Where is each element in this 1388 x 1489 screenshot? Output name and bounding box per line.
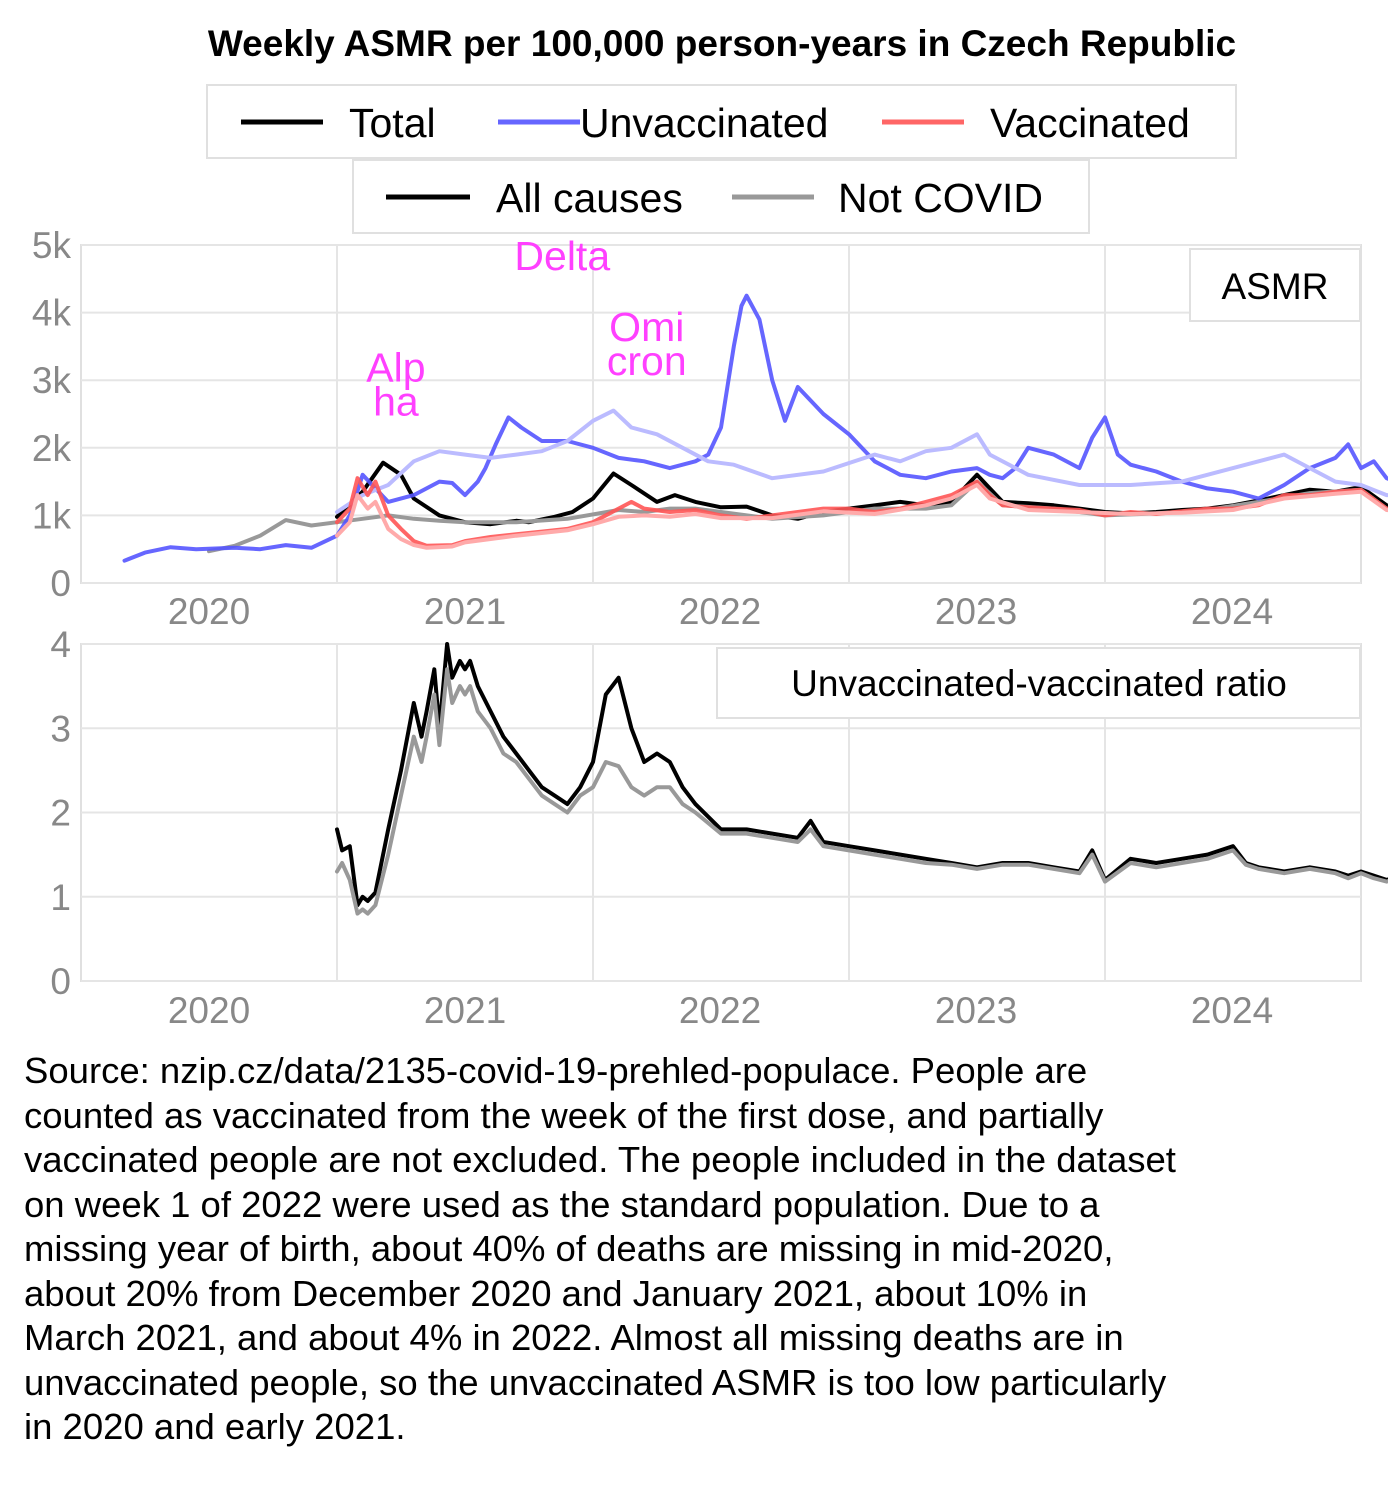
wave-annotation: Alp — [366, 345, 425, 391]
panel-label-box — [1189, 248, 1361, 322]
legend-total: Total — [349, 100, 436, 146]
asmr-panel: 0 1k 2k 3k 4k 5k 2020 2021 2022 2023 2024 ASMR Alpha… — [32, 225, 1388, 632]
source-caption: Source: nzip.cz/data/2135-covid-19-prehl… — [24, 1050, 1176, 1447]
wave-annotation: Delta — [514, 233, 610, 279]
ratio-panel: 0 1 2 3 4 2020 2021 2022 2023 2024 Unvaccinated-va… — [50, 624, 1388, 1031]
legend-all-causes: All causes — [496, 175, 683, 221]
wave-annotation: cron — [607, 338, 687, 384]
panel-label: Unvaccinated-vaccinated ratio — [791, 663, 1287, 704]
plot-area — [80, 244, 1362, 584]
legend-not-covid: Not COVID — [838, 175, 1043, 221]
series-line-unvaccinated-not-covid — [335, 408, 1388, 514]
x-tick-label: 2020 — [168, 990, 250, 1031]
legend-unvaccinated: Unvaccinated — [580, 100, 828, 146]
y-tick-label: 4k — [32, 293, 72, 334]
y-tick-label: 2 — [50, 793, 71, 834]
y-tick-label: 0 — [50, 961, 71, 1002]
x-tick-label: 2020 — [168, 591, 250, 632]
x-tick-label: 2023 — [935, 591, 1017, 632]
x-tick-label: 2021 — [424, 591, 506, 632]
chart-title: Weekly ASMR per 100,000 person-years in … — [208, 23, 1236, 64]
y-tick-label: 5k — [32, 225, 72, 266]
x-tick-label: 2022 — [679, 591, 761, 632]
legend-line-type: All causes Not COVID — [352, 159, 1090, 234]
legend-vaccinated: Vaccinated — [990, 100, 1190, 146]
series-line-ratio-not-covid — [335, 667, 1388, 916]
x-tick-label: 2021 — [424, 990, 506, 1031]
series-line-unvaccinated-all-causes — [122, 293, 1388, 563]
y-tick-label: 3 — [50, 708, 71, 749]
x-tick-label: 2024 — [1191, 591, 1273, 632]
y-tick-label: 0 — [50, 563, 71, 604]
panel-label-box — [716, 647, 1361, 719]
chart-figure: Weekly ASMR per 100,000 person-years in … — [32, 23, 1388, 1031]
panel-label: ASMR — [1222, 266, 1329, 307]
wave-annotation: Omi — [609, 304, 684, 350]
x-tick-label: 2022 — [679, 990, 761, 1031]
y-tick-label: 1k — [32, 495, 72, 536]
y-tick-label: 2k — [32, 428, 72, 469]
wave-annotation: ha — [373, 379, 419, 425]
y-tick-label: 3k — [32, 360, 72, 401]
legend-color: Total Unvaccinated Vaccinated — [206, 84, 1237, 159]
x-tick-label: 2024 — [1191, 990, 1273, 1031]
x-tick-label: 2023 — [935, 990, 1017, 1031]
series-line-vaccinated-not-covid — [335, 483, 1388, 550]
y-tick-label: 1 — [50, 877, 71, 918]
y-tick-label: 4 — [50, 624, 71, 665]
